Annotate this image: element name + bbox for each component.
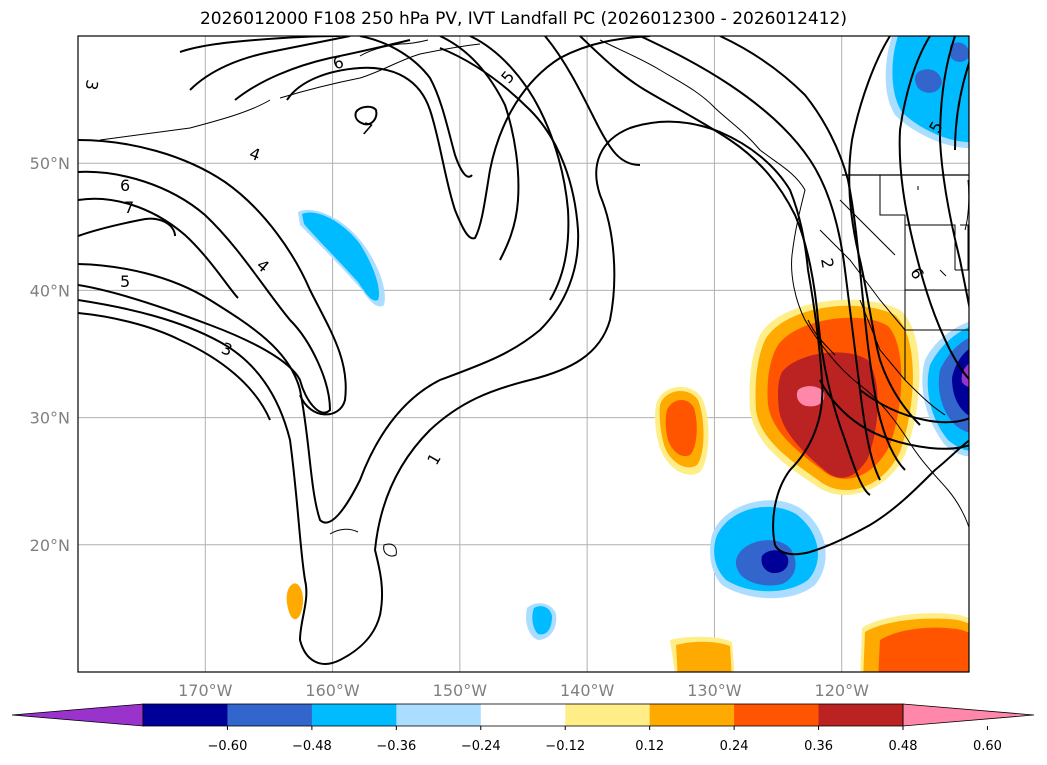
longitude-label: 140°W <box>560 681 615 700</box>
colorbar-segment <box>396 704 482 726</box>
colorbar-segment <box>565 704 651 726</box>
pv-contour-line <box>234 39 411 101</box>
colorbar-tick-label: 0.60 <box>973 739 1002 754</box>
pv-contour-line <box>78 170 332 414</box>
pv-contour-line <box>859 389 969 424</box>
longitude-label: 150°W <box>433 681 488 700</box>
colorbar-tick-label: −0.48 <box>292 739 332 754</box>
pv-contour-line <box>78 217 176 237</box>
pv-contour-line <box>954 59 969 151</box>
colorbar-tick-label: 0.36 <box>804 739 833 754</box>
ivt-negative-036-region <box>950 42 969 62</box>
ivt-negative-024-region <box>302 212 380 301</box>
longitude-labels: 170°W 160°W 150°W 140°W 130°W 120°W <box>178 681 869 700</box>
pv-label: 6 <box>120 176 130 195</box>
pv-contour-line <box>78 312 271 421</box>
colorbar-tick-label: −0.12 <box>545 739 585 754</box>
pv-label: 6 <box>906 264 928 282</box>
ivt-negative-024-region <box>532 606 552 635</box>
ivt-positive-060-region <box>796 386 825 407</box>
pv-contour-line <box>469 36 570 301</box>
longitude-label: 130°W <box>687 681 742 700</box>
pv-contour-line <box>848 36 921 426</box>
map-frame <box>77 35 970 673</box>
pv-contour-line <box>78 47 580 524</box>
ivt-negative-048-region <box>952 348 969 416</box>
pv-contour-line <box>179 36 341 53</box>
colorbar-tick-label: 0.24 <box>720 739 749 754</box>
pv-label: 2 <box>817 257 837 270</box>
colorbar <box>11 703 1035 727</box>
pv-label: 4 <box>253 255 273 276</box>
pv-contour-line <box>78 120 969 665</box>
colorbar-tick-label: 0.48 <box>889 739 918 754</box>
latitude-label: 30°N <box>30 409 70 428</box>
pv-contour-line <box>639 36 881 481</box>
pv-contour-line <box>544 36 641 166</box>
colorbar-segment <box>649 704 735 726</box>
colorbar-tick-label: 0.12 <box>635 739 664 754</box>
colorbar-upper-extension <box>902 703 1035 727</box>
latitude-label: 50°N <box>30 154 70 173</box>
colorbar-segment <box>227 704 313 726</box>
ivt-positive-036-region <box>878 627 969 672</box>
latitude-labels: 20°N 30°N 40°N 50°N <box>30 154 70 555</box>
pv-contour-line <box>938 36 969 311</box>
pv-label: 1 <box>423 450 445 468</box>
latitude-label: 40°N <box>30 281 70 300</box>
colorbar-tick-label: −0.24 <box>461 739 501 754</box>
ivt-positive-024-region <box>676 641 732 672</box>
pv-contour-line <box>78 139 347 416</box>
pv-contour-line <box>354 105 378 126</box>
ivt-shading <box>286 36 969 672</box>
colorbar-tick-label: −0.60 <box>208 739 248 754</box>
pv-contour-line <box>78 197 239 299</box>
ivt-negative-036-region <box>915 69 942 93</box>
longitude-label: 120°W <box>815 681 870 700</box>
ivt-positive-036-region <box>665 399 697 457</box>
colorbar-segment <box>818 704 904 726</box>
pv-contour-line <box>359 36 473 178</box>
map-panel: 1 2 3 3 4 4 5 5 5 6 6 6 7 7 <box>78 36 969 672</box>
longitude-label: 170°W <box>178 681 233 700</box>
longitude-label: 160°W <box>305 681 360 700</box>
pv-label: 5 <box>120 272 130 291</box>
latitude-label: 20°N <box>30 536 70 555</box>
pv-label: 3 <box>81 78 101 91</box>
colorbar-segment <box>734 704 820 726</box>
pv-contour-line <box>579 36 871 496</box>
pv-contour-line <box>189 36 351 91</box>
pv-label: 7 <box>359 118 375 139</box>
pv-contour-line <box>439 36 520 261</box>
pv-contour-line <box>819 379 969 450</box>
pv-contour-line <box>898 36 969 381</box>
colorbar-tick-label: −0.36 <box>376 739 416 754</box>
colorbar-segment <box>143 704 228 726</box>
ivt-negative-048-region <box>761 550 789 574</box>
colorbar-tick-labels: −0.60 −0.48 −0.36 −0.24 −0.12 0.12 0.24 0.36 0.4… <box>208 726 1002 754</box>
colorbar-segment <box>311 704 397 726</box>
ivt-positive-024-region <box>286 583 304 620</box>
colorbar-outline <box>142 703 904 727</box>
pv-label: 4 <box>247 143 263 164</box>
map-title: 2026012000 F108 250 hPa PV, IVT Landfall… <box>199 9 847 29</box>
pv-contour-line <box>719 36 906 471</box>
ivt-positive-048-region <box>778 352 878 478</box>
pv-label: 7 <box>124 198 134 217</box>
pv-contour-line <box>286 36 651 240</box>
colorbar-segment <box>480 704 566 726</box>
colorbar-lower-extension <box>11 703 144 727</box>
